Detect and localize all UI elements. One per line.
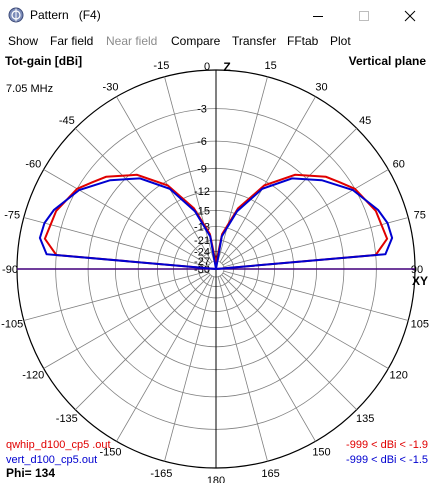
angle-label: 30 bbox=[315, 81, 327, 93]
phi-label: Phi= 134 bbox=[6, 466, 56, 480]
minimize-button[interactable] bbox=[295, 0, 341, 31]
angle-label: -30 bbox=[103, 81, 119, 93]
db-label: -24 bbox=[194, 246, 210, 258]
grid-spoke bbox=[43, 169, 210, 266]
frequency-label: 7.05 MHz bbox=[6, 83, 54, 95]
angle-label: 105 bbox=[411, 319, 429, 331]
grid-spoke bbox=[223, 217, 409, 268]
angle-label: -75 bbox=[4, 209, 20, 221]
db-label: -12 bbox=[194, 186, 210, 198]
grid-spoke bbox=[222, 272, 389, 369]
angle-label: -45 bbox=[59, 115, 75, 127]
menu-bar: Show Far field Near field Compare Transf… bbox=[0, 31, 433, 51]
angle-label: 15 bbox=[264, 60, 276, 72]
angle-label: 135 bbox=[356, 413, 374, 425]
menu-far-field[interactable]: Far field bbox=[50, 34, 94, 48]
db-label: -30 bbox=[194, 264, 210, 276]
angle-label: 90 bbox=[411, 264, 423, 276]
angle-label: -90 bbox=[2, 264, 18, 276]
grid-spoke bbox=[221, 274, 357, 410]
angle-label: -165 bbox=[150, 468, 172, 480]
grid-spoke bbox=[164, 276, 215, 462]
close-icon bbox=[404, 10, 416, 21]
menu-fftab[interactable]: FFtab bbox=[287, 34, 319, 48]
angle-label: -150 bbox=[99, 447, 121, 459]
maximize-button[interactable] bbox=[341, 0, 387, 31]
db-label: -3 bbox=[197, 104, 207, 116]
pattern-app-icon bbox=[8, 7, 24, 23]
angle-label: 180 bbox=[207, 475, 225, 483]
grid-spoke bbox=[116, 275, 213, 442]
close-button[interactable] bbox=[387, 0, 433, 31]
trace-1-range: -999 < dBi < -1.9 bbox=[346, 439, 428, 451]
db-label: -27 bbox=[194, 256, 210, 268]
angle-label: -135 bbox=[56, 413, 78, 425]
db-label: -6 bbox=[197, 136, 207, 148]
db-label: -21 bbox=[194, 235, 210, 247]
plane-title: Vertical plane bbox=[348, 54, 426, 68]
angle-label: 60 bbox=[393, 159, 405, 171]
menu-plot[interactable]: Plot bbox=[330, 34, 351, 48]
trace-2-range: -999 < dBi < -1.5 bbox=[346, 454, 428, 466]
polar-pattern-chart: 1530456075105120135150165180-165-150-135… bbox=[1, 60, 429, 483]
z-axis-label: Z bbox=[223, 60, 230, 74]
angle-label: 75 bbox=[414, 209, 426, 221]
grid-spoke bbox=[217, 276, 268, 462]
angle-label: -105 bbox=[1, 319, 23, 331]
angle-label: -120 bbox=[22, 370, 44, 382]
maximize-icon bbox=[359, 10, 369, 21]
grid-spoke bbox=[75, 128, 211, 264]
grid-spoke bbox=[221, 128, 357, 264]
grid-spoke bbox=[219, 96, 316, 263]
menu-near-field[interactable]: Near field bbox=[106, 34, 158, 48]
grid-spoke bbox=[23, 217, 209, 268]
menu-transfer[interactable]: Transfer bbox=[232, 34, 277, 48]
db-label: -9 bbox=[197, 163, 207, 175]
angle-label: 120 bbox=[390, 370, 408, 382]
grid-spoke bbox=[43, 272, 210, 369]
gain-scale-title: Tot-gain [dBi] bbox=[5, 54, 83, 68]
grid-spoke bbox=[219, 275, 316, 442]
trace-2-file: vert_d100_cp5.out bbox=[6, 454, 98, 466]
grid-spoke bbox=[223, 270, 409, 321]
angle-label: 165 bbox=[261, 468, 279, 480]
grid-spoke bbox=[222, 169, 389, 266]
pattern-plot-area[interactable]: Tot-gain [dBi] Vertical plane 7.05 MHz 1… bbox=[0, 51, 433, 483]
window-title: Pattern (F4) bbox=[30, 8, 101, 22]
grid-spoke bbox=[75, 274, 211, 410]
menu-compare[interactable]: Compare bbox=[171, 34, 221, 48]
angle-label: 150 bbox=[312, 447, 330, 459]
trace-1-file: qwhip_d100_cp5 .out bbox=[6, 439, 111, 451]
grid-spoke bbox=[23, 270, 209, 321]
xy-axis-label: XY bbox=[412, 274, 428, 288]
minimize-icon bbox=[313, 15, 323, 17]
menu-show[interactable]: Show bbox=[8, 34, 39, 48]
angle-label: -15 bbox=[153, 60, 169, 72]
angle-label: -60 bbox=[25, 159, 41, 171]
angle-label: 0 bbox=[204, 61, 210, 73]
grid-spoke bbox=[116, 96, 213, 263]
angle-label: 45 bbox=[359, 115, 371, 127]
title-bar: Pattern (F4) bbox=[0, 0, 433, 31]
